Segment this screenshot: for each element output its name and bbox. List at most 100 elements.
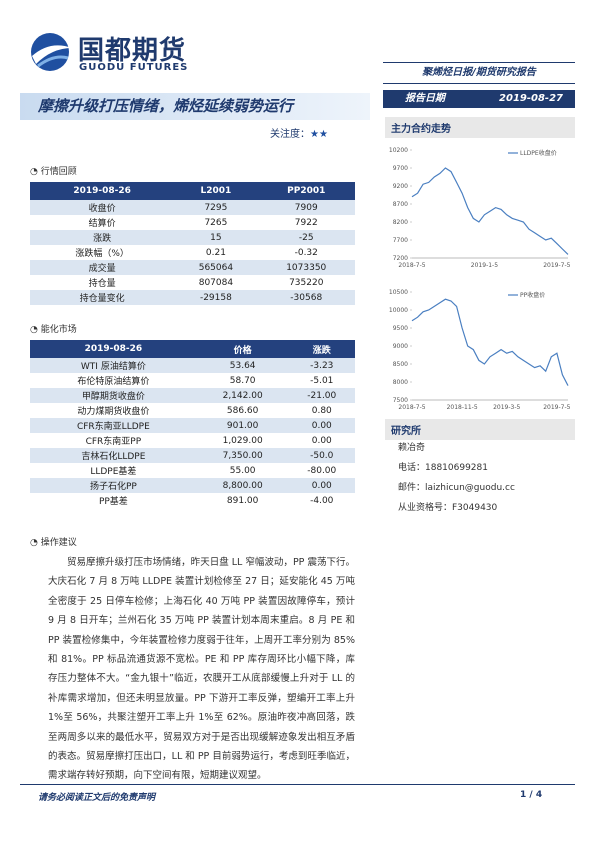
section-heading: ◔ 行情回顾	[30, 167, 77, 177]
y-tick-label: 10200	[389, 147, 408, 154]
table-cell: 0.00	[311, 435, 332, 446]
table-row: 持仓量 807084 735220	[30, 275, 355, 290]
section-title: 能化市场	[40, 325, 77, 335]
table-cell: 布伦特原油结算价	[77, 377, 150, 387]
y-tick-label: 8200	[393, 219, 408, 226]
page-number: 1 / 4	[520, 790, 543, 800]
header-cell: PP2001	[257, 182, 355, 200]
chemical-market-table: 2019-08-26 价格 涨跌 WTI 原油结算价 53.64 -3.23 布伦特原油结算…	[30, 340, 355, 508]
x-tick-label: 2018-7-5	[398, 404, 425, 411]
table-cell: 收盘价	[30, 200, 175, 215]
table-cell: 901.00	[196, 418, 289, 433]
table-cell: 0.21	[205, 247, 226, 258]
table-cell: 持仓量	[88, 279, 116, 289]
header-cell: 价格	[196, 340, 289, 358]
header-cell: 2019-08-26	[30, 182, 175, 200]
table-cell: LLDPE基差	[90, 467, 137, 477]
date-label: 报告日期	[405, 93, 445, 104]
section-title: 行情回顾	[40, 167, 77, 177]
y-tick-label: 7500	[393, 397, 408, 404]
researcher-email: 邮件：laizhicun@guodu.cc	[398, 483, 515, 493]
y-tick-label: 9200	[393, 183, 408, 190]
table-cell: 1073350	[257, 260, 355, 275]
table-row: 涨跌 15 -25	[30, 230, 355, 245]
chart-section-title: 主力合约走势	[385, 117, 575, 138]
x-tick-label: 2019-3-5	[493, 404, 520, 411]
y-tick-label: 7200	[393, 255, 408, 262]
table-row: 甲醇期货收盘价 2,142.00 -21.00	[30, 388, 355, 403]
date-bar: 报告日期 2019-08-27	[383, 90, 575, 108]
x-tick-label: 2018-7-5	[398, 262, 425, 269]
y-tick-label: 8700	[393, 201, 408, 208]
y-tick-label: 9500	[393, 325, 408, 332]
table-cell: 7265	[204, 217, 228, 228]
header-cell: L2001	[174, 182, 258, 200]
x-tick-label: 2018-11-5	[447, 404, 478, 411]
footer-rule	[20, 784, 575, 785]
table-row: 结算价 7265 7922	[30, 215, 355, 230]
table-cell: -30568	[257, 290, 355, 305]
table-cell: -5.01	[310, 375, 334, 386]
table-row: 动力煤期货收盘价 586.60 0.80	[30, 403, 355, 418]
y-tick-label: 8500	[393, 361, 408, 368]
table-cell: 0.00	[288, 478, 355, 493]
header-row: 2019-08-26 L2001 PP2001	[30, 182, 355, 200]
researcher-license: 从业资格号：F3049430	[398, 503, 498, 513]
attention-label: 关注度：	[270, 129, 310, 140]
table-cell: 0.00	[288, 418, 355, 433]
table-cell: 涨跌	[30, 230, 175, 245]
disclaimer: 请务必阅读正文后的免责声明	[38, 793, 156, 803]
table-cell: -80.00	[307, 465, 337, 476]
legend-label: LLDPE收盘价	[520, 149, 557, 157]
title: 摩擦升级打压情绪，烯烃延续弱势运行	[20, 93, 370, 120]
table-row: CFR东南亚LLDPE 901.00 0.00	[30, 418, 355, 433]
table-cell: 动力煤期货收盘价	[77, 407, 150, 417]
table-cell: 吉林石化LLDPE	[30, 448, 197, 463]
table-cell: CFR东南亚PP	[85, 437, 142, 447]
legend-label: PP收盘价	[520, 291, 545, 299]
table-cell: -29158	[174, 290, 258, 305]
table-cell: 结算价	[88, 219, 116, 229]
logo-cn: 国都期货	[78, 36, 187, 66]
table-row: CFR东南亚PP 1,029.00 0.00	[30, 433, 355, 448]
table-cell: 7295	[174, 200, 258, 215]
table-row: 成交量 565064 1073350	[30, 260, 355, 275]
table-cell: 735220	[289, 277, 324, 288]
table-row: PP基差 891.00 -4.00	[30, 493, 355, 508]
table-cell: 2,142.00	[196, 388, 289, 403]
line	[411, 298, 569, 386]
table-cell: 891.00	[226, 495, 259, 506]
table-cell: -21.00	[288, 388, 355, 403]
y-tick-label: 8000	[393, 379, 408, 386]
table-cell: -0.32	[294, 247, 318, 258]
attention: 关注度：★★	[270, 125, 328, 140]
table-cell: 586.60	[226, 405, 259, 416]
logo-icon	[31, 33, 72, 71]
table-cell: 持仓量变化	[30, 290, 175, 305]
table-row: 扬子石化PP 8,800.00 0.00	[30, 478, 355, 493]
chart: 7500 8000 8500 9000 9500 10000 10500 2018-7-5 20…	[389, 289, 571, 411]
table-cell: 7,350.00	[196, 448, 289, 463]
header-cell: 2019-08-26	[30, 340, 197, 358]
table-cell: 807084	[198, 277, 234, 288]
table-cell: 15	[174, 230, 258, 245]
table-cell: 涨跌幅（%）	[75, 249, 129, 259]
section-title: 操作建议	[40, 538, 77, 548]
table-cell: WTI 原油结算价	[30, 358, 197, 373]
advice-text: 贸易摩擦升级打压市场情绪，昨天日盘 LL 窄幅波动，PP 震荡下行。大庆石化 7…	[48, 557, 355, 782]
table-cell: 成交量	[30, 260, 175, 275]
table-cell: 565064	[174, 260, 258, 275]
table-cell: 7909	[257, 200, 355, 215]
market-review-table: 2019-08-26 L2001 PP2001 收盘价 7295 7909 结算价 7265 7…	[30, 182, 355, 305]
table-row: 收盘价 7295 7909	[30, 200, 355, 215]
y-tick-label: 7700	[393, 237, 408, 244]
table-cell: 0.80	[311, 405, 332, 416]
logo-en: GUODU FUTURES	[79, 62, 189, 73]
table-cell: -4.00	[310, 495, 334, 506]
report-type: 聚烯烃日报/期货研究报告	[383, 62, 575, 84]
table-row: 持仓量变化 -29158 -30568	[30, 290, 355, 305]
table-cell: 55.00	[229, 465, 256, 476]
research-title: 研究所	[385, 419, 575, 440]
table-row: LLDPE基差 55.00 -80.00	[30, 463, 355, 478]
